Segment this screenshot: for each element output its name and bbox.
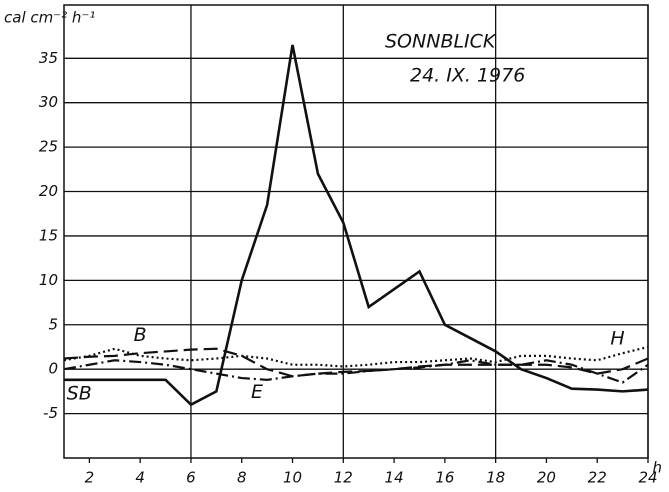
y-tick-label: 30 xyxy=(39,93,58,111)
chart-subtitle: 24. IX. 1976 xyxy=(410,65,525,87)
x-tick-label: 6 xyxy=(186,469,196,487)
x-tick-label: 4 xyxy=(135,469,145,487)
y-tick-label: 0 xyxy=(48,360,58,378)
series-line xyxy=(63,345,649,368)
series-line xyxy=(63,347,649,378)
x-tick-label: 12 xyxy=(334,469,353,487)
chart-title: SONNBLICK xyxy=(385,31,497,53)
y-tick-label: 10 xyxy=(39,271,58,289)
series-label: SB xyxy=(67,383,92,405)
y-tick-label: -5 xyxy=(43,404,58,422)
x-tick-label: 18 xyxy=(486,469,505,487)
x-axis-label: h xyxy=(652,459,662,477)
y-tick-label: 25 xyxy=(39,138,58,156)
series-label: H xyxy=(610,327,624,349)
series-label: E xyxy=(251,381,263,403)
x-tick-label: 8 xyxy=(237,469,247,487)
x-tick-label: 14 xyxy=(385,469,404,487)
y-tick-label: 5 xyxy=(48,315,58,333)
x-tick-label: 2 xyxy=(85,469,95,487)
x-tick-label: 10 xyxy=(283,469,302,487)
x-tick-label: 16 xyxy=(435,469,454,487)
plot-frame xyxy=(63,4,649,459)
y-tick-label: 35 xyxy=(39,49,58,67)
y-tick-label: 20 xyxy=(39,182,58,200)
series-label: B xyxy=(134,324,147,346)
x-tick-label: 24 xyxy=(638,469,657,487)
series-line xyxy=(63,359,649,384)
y-axis-label: cal cm⁻² h⁻¹ xyxy=(4,9,95,27)
y-tick-label: 15 xyxy=(39,226,58,244)
series-line xyxy=(64,44,649,407)
x-tick-label: 20 xyxy=(537,469,556,487)
x-tick-label: 22 xyxy=(588,469,607,487)
